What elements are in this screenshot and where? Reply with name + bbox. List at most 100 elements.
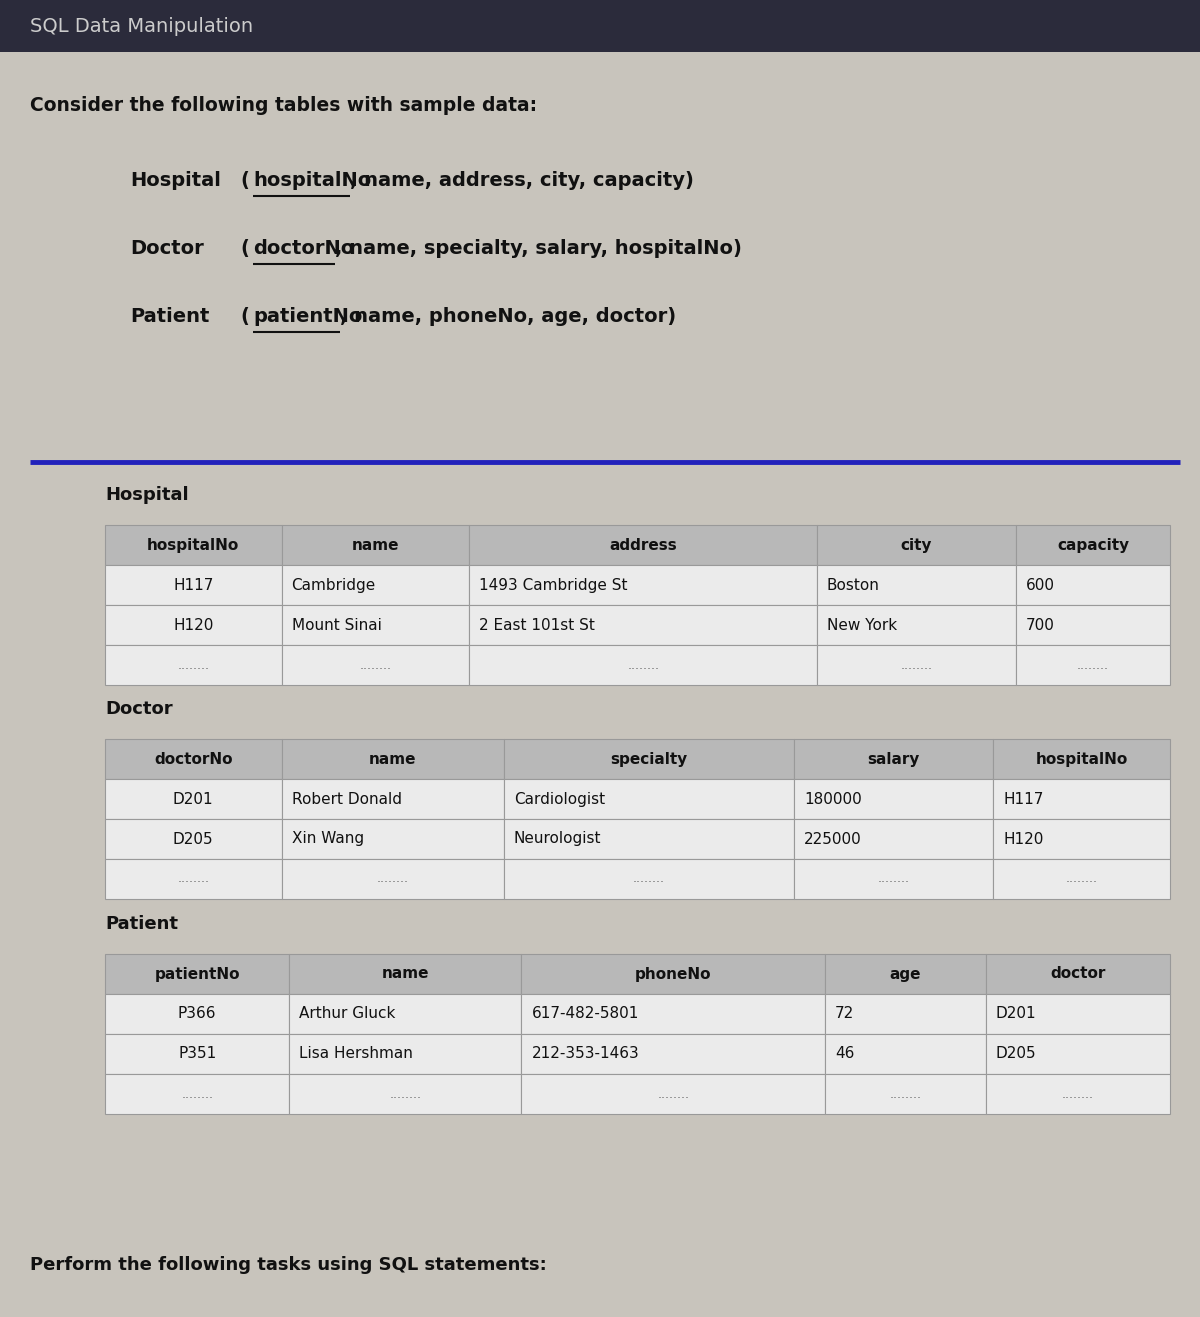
FancyBboxPatch shape [282,565,469,605]
FancyBboxPatch shape [504,739,794,778]
Text: city: city [901,537,932,553]
Text: specialty: specialty [611,752,688,766]
FancyBboxPatch shape [106,778,282,819]
FancyBboxPatch shape [817,645,1016,685]
Text: Neurologist: Neurologist [514,831,601,847]
Text: 2 East 101st St: 2 East 101st St [480,618,595,632]
FancyBboxPatch shape [985,994,1170,1034]
FancyBboxPatch shape [824,994,985,1034]
Text: ........: ........ [877,872,910,885]
FancyBboxPatch shape [469,565,817,605]
FancyBboxPatch shape [289,1034,522,1073]
FancyBboxPatch shape [282,739,504,778]
Text: patientNo: patientNo [155,967,240,981]
Text: Doctor: Doctor [106,701,173,718]
Text: Robert Donald: Robert Donald [292,792,402,806]
FancyBboxPatch shape [522,1034,824,1073]
FancyBboxPatch shape [106,859,282,900]
Text: address: address [610,537,677,553]
Text: Doctor: Doctor [130,238,204,258]
Text: D205: D205 [996,1047,1036,1062]
Text: ........: ........ [178,872,209,885]
Text: ........: ........ [1078,658,1109,672]
Text: H117: H117 [173,577,214,593]
FancyBboxPatch shape [985,1073,1170,1114]
Text: ........: ........ [390,1088,421,1101]
FancyBboxPatch shape [282,778,504,819]
Text: Patient: Patient [130,307,209,325]
Text: ........: ........ [178,658,209,672]
FancyBboxPatch shape [1016,605,1170,645]
FancyBboxPatch shape [817,525,1016,565]
Text: name: name [352,537,400,553]
FancyBboxPatch shape [994,859,1170,900]
Text: Xin Wang: Xin Wang [292,831,364,847]
Text: Perform the following tasks using SQL statements:: Perform the following tasks using SQL st… [30,1256,547,1274]
FancyBboxPatch shape [282,859,504,900]
FancyBboxPatch shape [985,1034,1170,1073]
Text: (: ( [240,307,248,325]
Text: D205: D205 [173,831,214,847]
Text: ........: ........ [658,1088,689,1101]
FancyBboxPatch shape [106,739,282,778]
Text: D201: D201 [173,792,214,806]
Text: New York: New York [827,618,898,632]
Text: patientNo: patientNo [253,307,362,325]
Text: Cambridge: Cambridge [292,577,376,593]
FancyBboxPatch shape [522,1073,824,1114]
FancyBboxPatch shape [985,954,1170,994]
Text: 212-353-1463: 212-353-1463 [532,1047,640,1062]
Text: H117: H117 [1003,792,1044,806]
FancyBboxPatch shape [522,994,824,1034]
Text: D201: D201 [996,1006,1036,1022]
FancyBboxPatch shape [994,739,1170,778]
FancyBboxPatch shape [106,994,289,1034]
FancyBboxPatch shape [469,645,817,685]
FancyBboxPatch shape [106,605,282,645]
FancyBboxPatch shape [794,739,994,778]
FancyBboxPatch shape [106,1073,289,1114]
FancyBboxPatch shape [824,954,985,994]
Text: Consider the following tables with sample data:: Consider the following tables with sampl… [30,96,538,115]
Text: hospitalNo: hospitalNo [253,170,371,190]
Text: ........: ........ [632,872,665,885]
FancyBboxPatch shape [469,605,817,645]
Text: hospitalNo: hospitalNo [148,537,240,553]
Text: 180000: 180000 [804,792,862,806]
FancyBboxPatch shape [106,819,282,859]
Text: H120: H120 [173,618,214,632]
FancyBboxPatch shape [994,819,1170,859]
FancyBboxPatch shape [794,819,994,859]
FancyBboxPatch shape [469,525,817,565]
Text: ........: ........ [889,1088,922,1101]
Text: ........: ........ [628,658,659,672]
Text: name: name [382,967,430,981]
Text: Cardiologist: Cardiologist [514,792,605,806]
FancyBboxPatch shape [106,954,289,994]
Text: Boston: Boston [827,577,880,593]
FancyBboxPatch shape [0,0,1200,51]
FancyBboxPatch shape [504,859,794,900]
FancyBboxPatch shape [282,819,504,859]
FancyBboxPatch shape [289,954,522,994]
Text: 225000: 225000 [804,831,862,847]
FancyBboxPatch shape [106,565,282,605]
FancyBboxPatch shape [794,778,994,819]
Text: P366: P366 [178,1006,216,1022]
Text: doctorNo: doctorNo [253,238,354,258]
FancyBboxPatch shape [504,819,794,859]
Text: 72: 72 [835,1006,854,1022]
Text: (: ( [240,170,248,190]
Text: P351: P351 [178,1047,216,1062]
Text: ........: ........ [377,872,409,885]
Text: Hospital: Hospital [130,170,221,190]
Text: (: ( [240,238,248,258]
Text: name: name [368,752,416,766]
Text: doctor: doctor [1050,967,1105,981]
Text: ........: ........ [900,658,932,672]
FancyBboxPatch shape [289,994,522,1034]
Text: ........: ........ [1066,872,1098,885]
FancyBboxPatch shape [817,565,1016,605]
Text: SQL Data Manipulation: SQL Data Manipulation [30,17,253,36]
FancyBboxPatch shape [817,605,1016,645]
